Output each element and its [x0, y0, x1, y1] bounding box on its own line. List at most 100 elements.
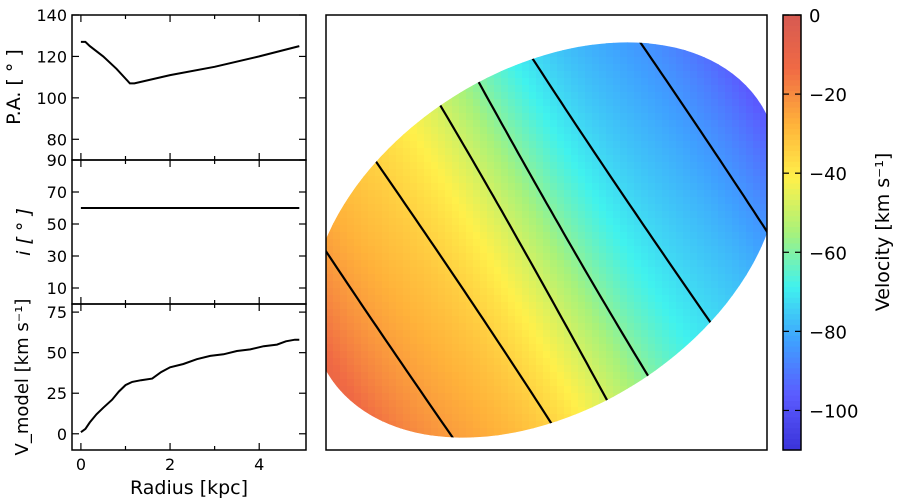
velocity-pixel — [641, 64, 649, 72]
velocity-pixel — [410, 155, 418, 163]
velocity-pixel — [760, 169, 767, 177]
velocity-pixel — [571, 92, 579, 100]
velocity-pixel — [634, 92, 642, 100]
velocity-pixel — [711, 183, 719, 191]
velocity-pixel — [361, 204, 369, 212]
velocity-pixel — [739, 176, 747, 184]
velocity-pixel — [641, 141, 649, 149]
velocity-pixel — [676, 183, 684, 191]
velocity-pixel — [368, 204, 376, 212]
velocity-pixel — [515, 309, 523, 317]
velocity-pixel — [361, 113, 369, 121]
velocity-pixel — [480, 155, 488, 163]
velocity-pixel — [340, 379, 348, 387]
velocity-pixel — [536, 113, 544, 121]
velocity-pixel — [634, 176, 642, 184]
velocity-pixel — [564, 134, 572, 142]
velocity-pixel — [466, 442, 474, 450]
velocity-pixel — [753, 50, 761, 58]
velocity-pixel — [550, 274, 558, 282]
velocity-pixel — [354, 253, 362, 261]
velocity-pixel — [648, 316, 656, 324]
velocity-pixel — [711, 400, 719, 408]
velocity-pixel — [620, 344, 628, 352]
velocity-contour — [326, 15, 362, 450]
velocity-pixel — [417, 197, 425, 205]
velocity-pixel — [382, 148, 390, 156]
velocity-pixel — [557, 260, 565, 268]
velocity-pixel — [354, 64, 362, 72]
velocity-pixel — [445, 29, 453, 37]
velocity-pixel — [676, 365, 684, 373]
velocity-pixel — [368, 155, 376, 163]
velocity-pixel — [669, 400, 677, 408]
velocity-pixel — [389, 274, 397, 282]
velocity-pixel — [466, 428, 474, 436]
velocity-pixel — [326, 176, 334, 184]
velocity-pixel — [690, 365, 698, 373]
velocity-pixel — [347, 260, 355, 268]
velocity-pixel — [739, 302, 747, 310]
velocity-pixel — [375, 274, 383, 282]
velocity-pixel — [522, 99, 530, 107]
velocity-pixel — [550, 176, 558, 184]
velocity-pixel — [543, 218, 551, 226]
velocity-pixel — [354, 316, 362, 324]
velocity-pixel — [410, 99, 418, 107]
velocity-pixel — [690, 211, 698, 219]
velocity-pixel — [452, 344, 460, 352]
velocity-pixel — [571, 323, 579, 331]
velocity-pixel — [683, 15, 691, 23]
velocity-pixel — [536, 309, 544, 317]
velocity-pixel — [361, 50, 369, 58]
velocity-pixel — [641, 169, 649, 177]
velocity-pixel — [571, 351, 579, 359]
velocity-pixel — [459, 155, 467, 163]
velocity-pixel — [501, 309, 509, 317]
velocity-pixel — [508, 50, 516, 58]
velocity-pixel — [368, 15, 376, 23]
velocity-pixel — [550, 232, 558, 240]
velocity-pixel — [361, 253, 369, 261]
velocity-pixel — [466, 92, 474, 100]
velocity-pixel — [396, 120, 404, 128]
velocity-pixel — [431, 127, 439, 135]
vmodel-ytick-label: 25 — [47, 384, 67, 403]
velocity-pixel — [508, 239, 516, 247]
velocity-pixel — [627, 421, 635, 429]
velocity-pixel — [410, 260, 418, 268]
velocity-pixel — [634, 183, 642, 191]
velocity-pixel — [452, 29, 460, 37]
velocity-pixel — [599, 120, 607, 128]
velocity-pixel — [592, 22, 600, 30]
velocity-pixel — [606, 330, 614, 338]
velocity-pixel — [592, 211, 600, 219]
velocity-pixel — [494, 393, 502, 401]
velocity-pixel — [578, 365, 586, 373]
colorbar-strip — [783, 406, 801, 413]
velocity-pixel — [704, 281, 712, 289]
velocity-pixel — [718, 330, 726, 338]
velocity-pixel — [599, 85, 607, 93]
velocity-pixel — [445, 92, 453, 100]
velocity-pixel — [431, 239, 439, 247]
velocity-pixel — [445, 295, 453, 303]
velocity-pixel — [487, 204, 495, 212]
velocity-pixel — [508, 372, 516, 380]
velocity-pixel — [641, 197, 649, 205]
velocity-pixel — [571, 428, 579, 436]
velocity-pixel — [333, 85, 341, 93]
velocity-pixel — [725, 421, 733, 429]
velocity-pixel — [487, 197, 495, 205]
velocity-pixel — [669, 169, 677, 177]
velocity-pixel — [732, 407, 740, 415]
velocity-pixel — [529, 232, 537, 240]
velocity-pixel — [739, 204, 747, 212]
velocity-pixel — [375, 127, 383, 135]
velocity-pixel — [340, 267, 348, 275]
velocity-pixel — [382, 211, 390, 219]
velocity-pixel — [606, 407, 614, 415]
velocity-pixel — [452, 155, 460, 163]
velocity-pixel — [480, 29, 488, 37]
velocity-pixel — [725, 183, 733, 191]
